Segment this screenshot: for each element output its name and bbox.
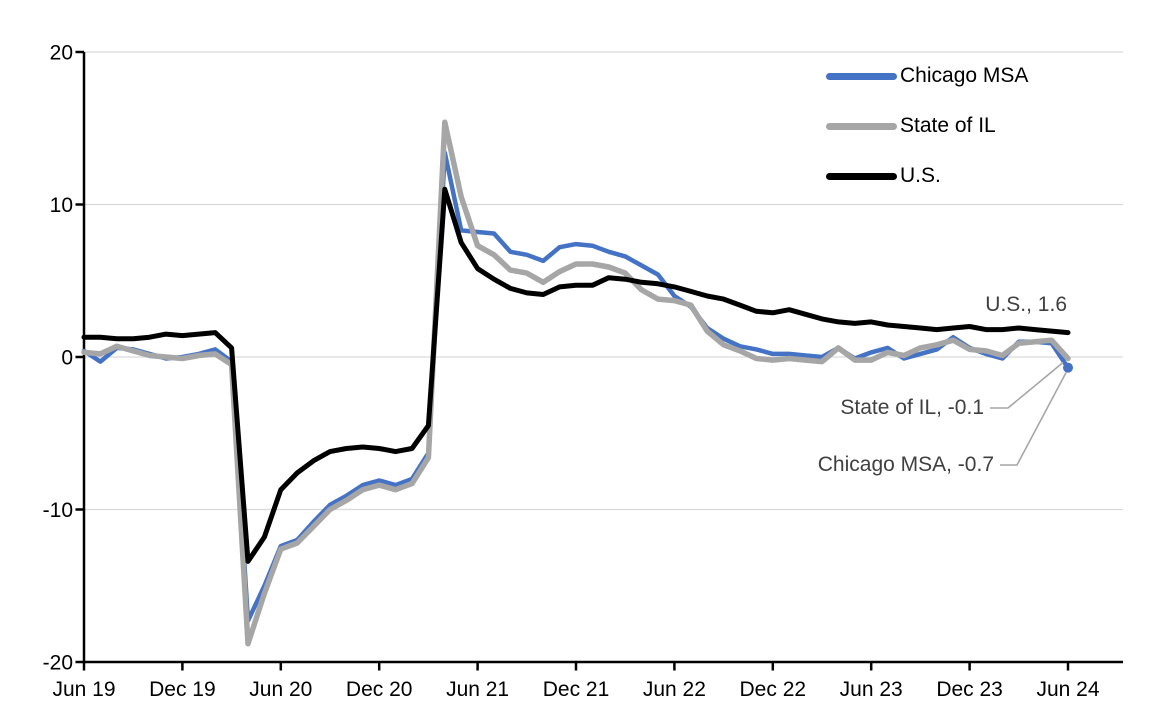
y-axis-tick-label: 20 [50,42,73,65]
x-axis-tick-label: Jun 22 [643,678,706,701]
x-axis-tick-label: Dec 20 [346,678,413,701]
chicago-msa-end-marker [1063,362,1073,373]
annotation-us-value: U.S., 1.6 [985,293,1067,316]
legend-label-chicago-msa: Chicago MSA [900,64,1029,87]
state-of-il-line [81,119,1071,647]
legend: Chicago MSA State of IL U.S. [826,51,1028,201]
x-axis-tick-label: Jun 24 [1036,678,1099,701]
x-axis-tick-label: Jun 20 [249,678,312,701]
state-of-il-leader-line [990,361,1064,409]
x-axis-tick-label: Jun 23 [840,678,903,701]
y-axis-tick-label: -20 [43,652,73,675]
legend-item-chicago-msa: Chicago MSA [826,51,1028,101]
y-axis-tick-label: 0 [61,347,73,370]
chicago-msa-line-swatch [826,72,897,80]
legend-label-us: U.S. [900,164,941,187]
u-s-line [81,186,1071,564]
chicago-msa-leader-line [1000,372,1067,466]
y-axis-tick-label: -10 [43,499,73,522]
y-axis-tick-label: 10 [50,194,73,217]
legend-item-us: U.S. [826,151,1028,201]
x-axis-tick-label: Jun 21 [446,678,509,701]
x-axis-tick-label: Jun 19 [52,678,115,701]
annotation-state-of-il-value: State of IL, -0.1 [840,396,984,419]
legend-item-state-of-il: State of IL [826,101,1028,151]
annotation-chicago-msa-value: Chicago MSA, -0.7 [817,453,994,476]
x-axis-tick-label: Dec 21 [543,678,610,701]
x-axis-tick-label: Dec 22 [740,678,807,701]
us-line-swatch [826,172,897,180]
legend-label-state-of-il: State of IL [900,114,996,137]
state-of-il-line-swatch [826,122,897,130]
x-axis-tick-label: Dec 19 [149,678,216,701]
x-axis-tick-label: Dec 23 [936,678,1003,701]
